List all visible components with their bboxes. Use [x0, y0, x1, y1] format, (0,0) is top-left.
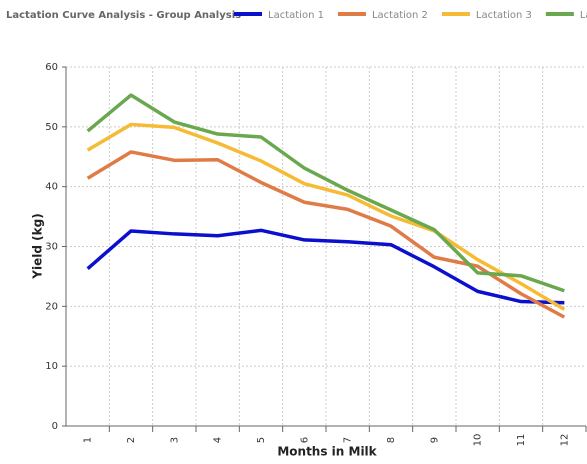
x-tick-label: 10 — [473, 434, 484, 447]
x-tick-label: 8 — [386, 437, 397, 443]
x-tick-label: 1 — [83, 437, 94, 443]
y-tick-label: 0 — [52, 421, 58, 432]
y-tick-label: 60 — [45, 62, 58, 73]
x-tick-label: 11 — [516, 434, 527, 447]
x-tick-label: 4 — [213, 437, 224, 443]
y-tick-label: 30 — [45, 242, 58, 253]
x-tick-label: 9 — [429, 437, 440, 443]
y-tick-label: 40 — [45, 182, 58, 193]
y-axis-title: Yield (kg) — [31, 213, 45, 279]
legend-label: Lactation >3 — [580, 10, 587, 21]
x-tick-label: 2 — [126, 437, 137, 443]
series-line — [86, 228, 565, 305]
y-tick-label: 10 — [45, 361, 58, 372]
x-tick-label: 12 — [559, 434, 570, 447]
legend-label: Lactation 1 — [268, 10, 324, 21]
series-line — [86, 93, 565, 293]
y-tick-label: 50 — [45, 122, 58, 133]
x-tick-label: 7 — [343, 437, 354, 443]
series-line — [86, 150, 566, 319]
x-tick-label: 5 — [256, 437, 267, 443]
y-tick-label: 20 — [45, 301, 58, 312]
x-tick-label: 6 — [299, 437, 310, 443]
x-tick-label: 3 — [169, 437, 180, 443]
chart-title: Lactation Curve Analysis - Group Analysi… — [6, 10, 241, 21]
x-axis-title: Months in Milk — [277, 445, 377, 459]
series-line — [86, 122, 566, 311]
legend-label: Lactation 3 — [476, 10, 532, 21]
legend-label: Lactation 2 — [372, 10, 428, 21]
